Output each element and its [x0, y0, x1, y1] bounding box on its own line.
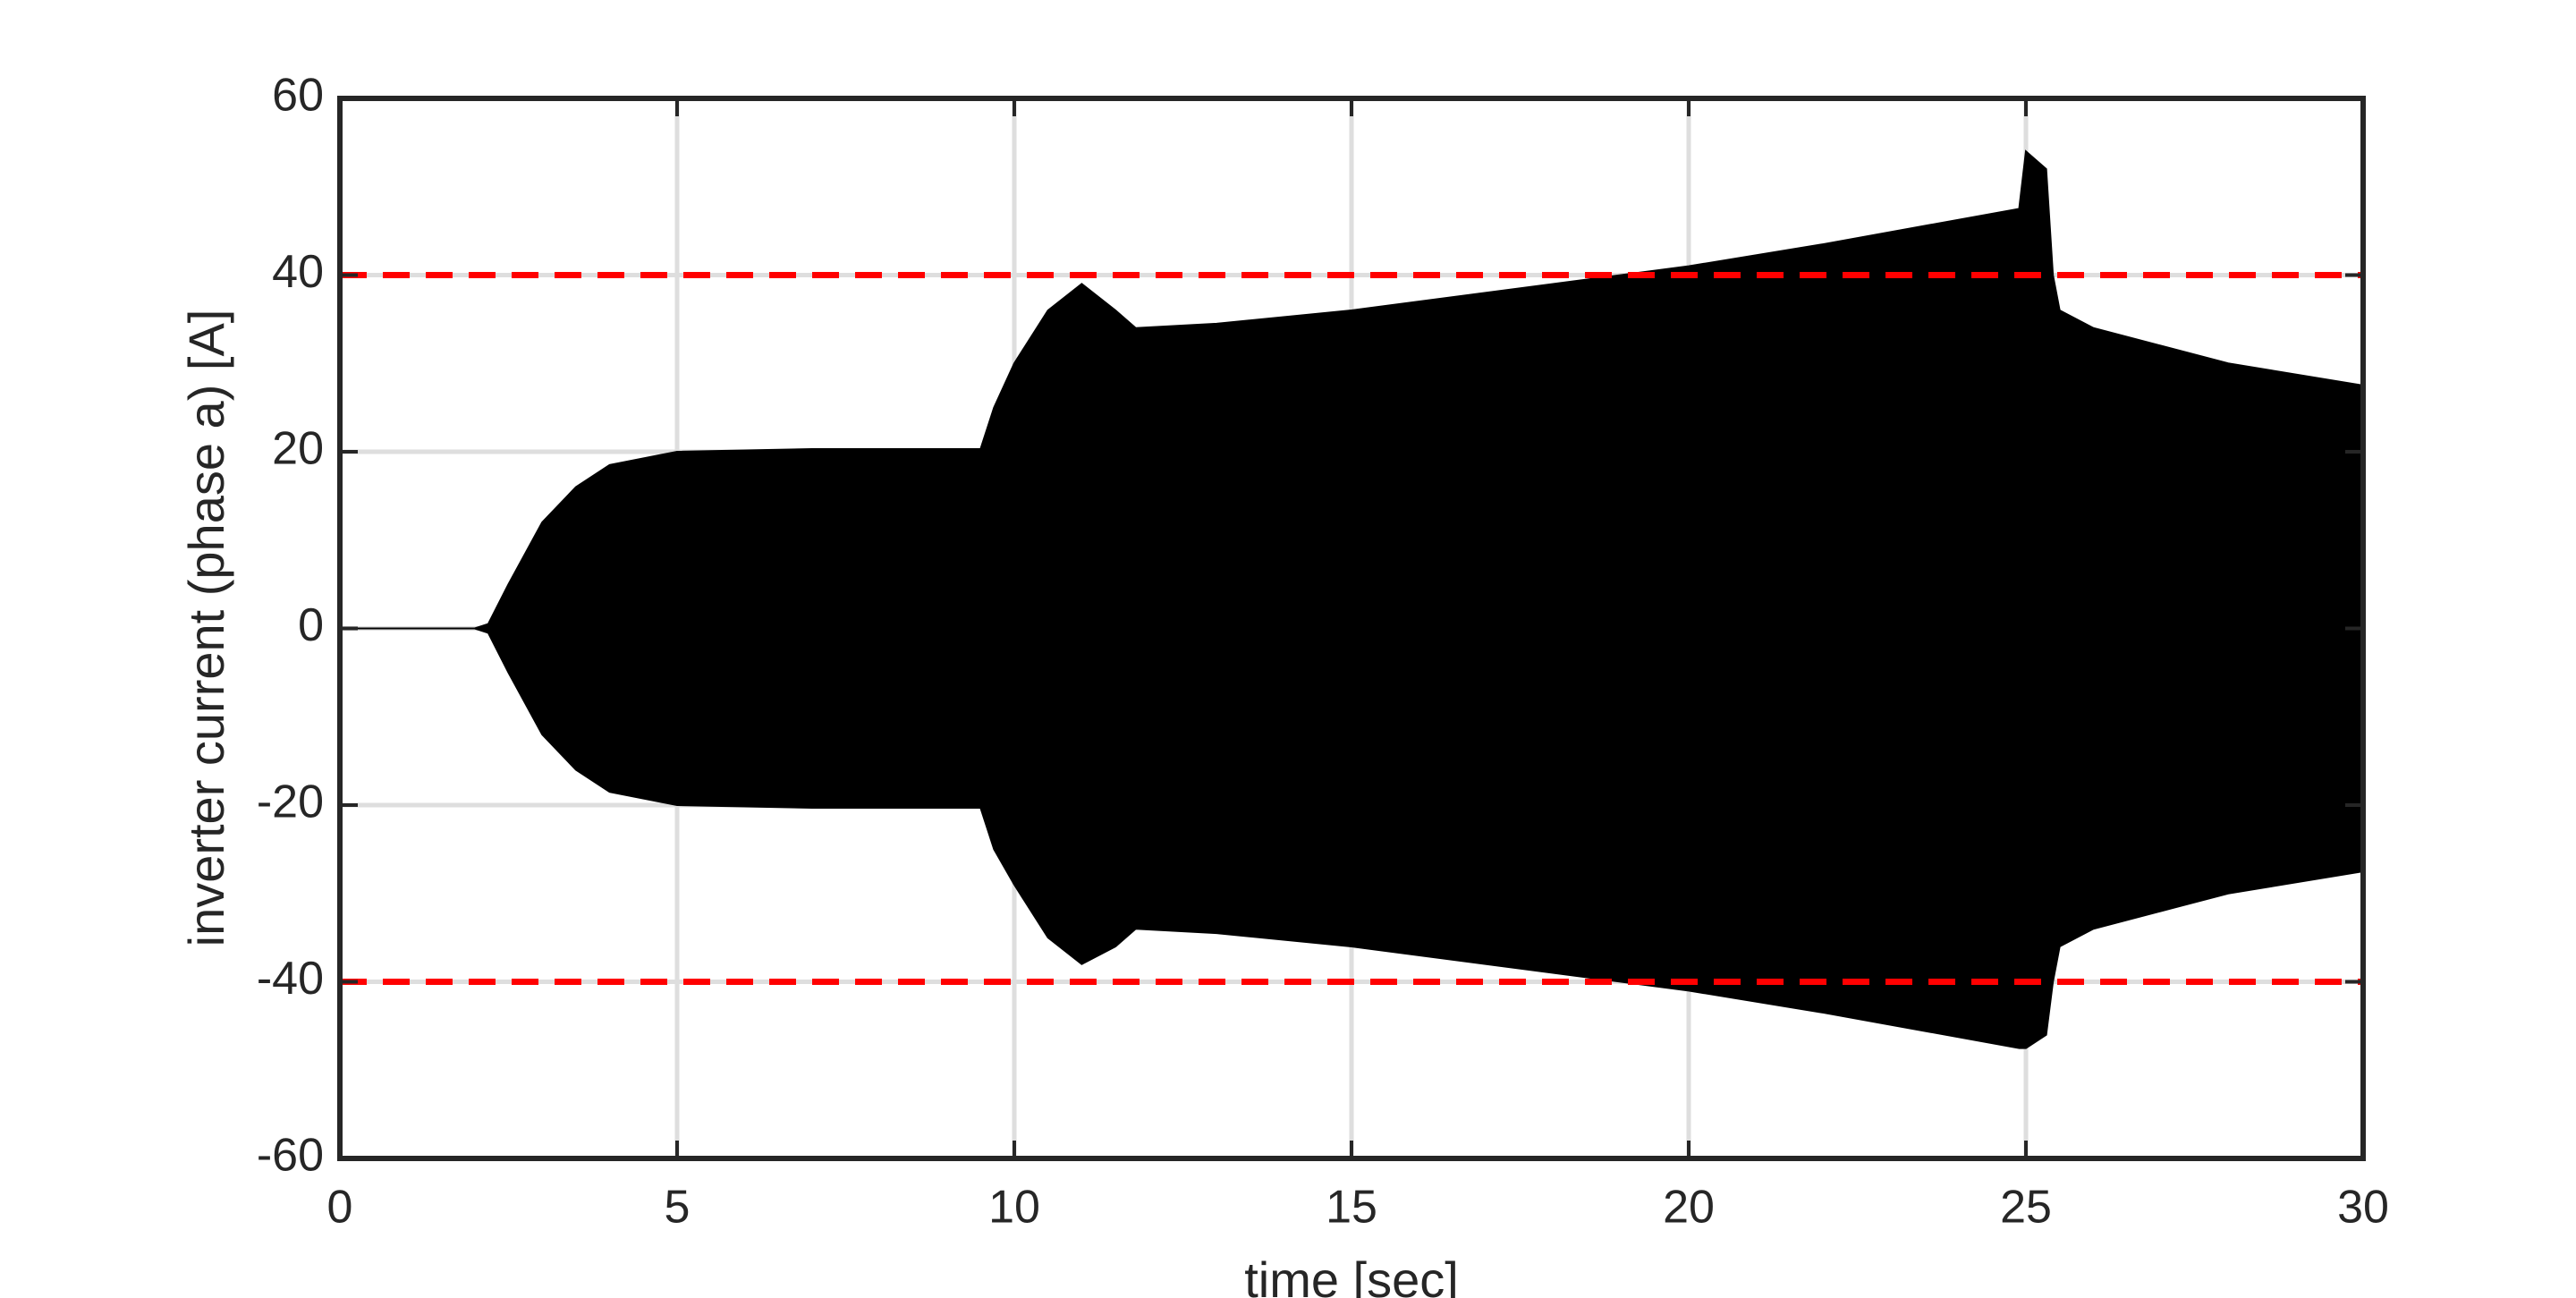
y-tick-label: 40	[272, 246, 324, 298]
x-tick-label: 15	[1326, 1182, 1377, 1234]
x-tick-label: 10	[988, 1182, 1040, 1234]
x-tick-label: 20	[1663, 1182, 1715, 1234]
y-tick-label: -60	[257, 1130, 324, 1182]
plot-frame	[337, 96, 2366, 1161]
y-tick-label: 20	[272, 423, 324, 475]
x-tick-label: 5	[665, 1182, 691, 1234]
y-tick-label: 60	[272, 70, 324, 122]
x-tick-label: 25	[2000, 1182, 2052, 1234]
x-tick-label: 30	[2337, 1182, 2389, 1234]
y-tick-label: -40	[257, 953, 324, 1005]
y-tick-label: 0	[298, 599, 324, 651]
envelope-area	[340, 149, 2364, 630]
x-axis-label: time [sec]	[1244, 1251, 1459, 1298]
y-axis-label: inverter current (phase a) [A]	[178, 310, 234, 947]
y-tick-label: -20	[257, 776, 324, 828]
envelope-area	[340, 627, 2364, 1049]
x-tick-label: 0	[327, 1182, 353, 1234]
